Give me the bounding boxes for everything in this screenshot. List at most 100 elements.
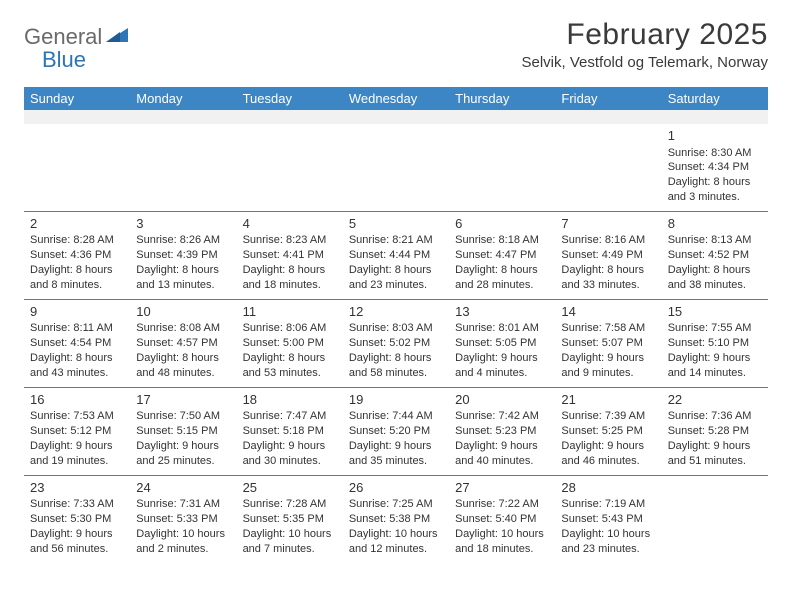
weekday-header: Saturday bbox=[662, 87, 768, 110]
day-number: 10 bbox=[136, 303, 230, 321]
calendar-day-cell: 26Sunrise: 7:25 AMSunset: 5:38 PMDayligh… bbox=[343, 475, 449, 562]
calendar-day-cell: 11Sunrise: 8:06 AMSunset: 5:00 PMDayligh… bbox=[237, 299, 343, 387]
blank-cell bbox=[662, 110, 768, 124]
sunset-text: Sunset: 5:38 PM bbox=[349, 512, 443, 527]
daylight-text: Daylight: 9 hours bbox=[561, 351, 655, 366]
sunset-text: Sunset: 5:25 PM bbox=[561, 424, 655, 439]
sunset-text: Sunset: 5:18 PM bbox=[243, 424, 337, 439]
sunrise-text: Sunrise: 7:36 AM bbox=[668, 409, 762, 424]
daylight-text: Daylight: 10 hours bbox=[561, 527, 655, 542]
daylight-text: and 18 minutes. bbox=[243, 278, 337, 293]
day-number: 22 bbox=[668, 391, 762, 409]
daylight-text: Daylight: 9 hours bbox=[668, 439, 762, 454]
daylight-text: Daylight: 10 hours bbox=[136, 527, 230, 542]
sunset-text: Sunset: 4:36 PM bbox=[30, 248, 124, 263]
day-number: 12 bbox=[349, 303, 443, 321]
sunrise-text: Sunrise: 7:28 AM bbox=[243, 497, 337, 512]
day-number: 18 bbox=[243, 391, 337, 409]
weekday-header: Monday bbox=[130, 87, 236, 110]
sunrise-text: Sunrise: 8:13 AM bbox=[668, 233, 762, 248]
weekday-header: Tuesday bbox=[237, 87, 343, 110]
blank-cell bbox=[237, 110, 343, 124]
day-number: 16 bbox=[30, 391, 124, 409]
calendar-table: SundayMondayTuesdayWednesdayThursdayFrid… bbox=[24, 87, 768, 563]
weekday-header: Sunday bbox=[24, 87, 130, 110]
calendar-week: 23Sunrise: 7:33 AMSunset: 5:30 PMDayligh… bbox=[24, 475, 768, 562]
sunset-text: Sunset: 4:39 PM bbox=[136, 248, 230, 263]
sunset-text: Sunset: 5:12 PM bbox=[30, 424, 124, 439]
calendar-day-cell: 8Sunrise: 8:13 AMSunset: 4:52 PMDaylight… bbox=[662, 211, 768, 299]
calendar-day-cell: 10Sunrise: 8:08 AMSunset: 4:57 PMDayligh… bbox=[130, 299, 236, 387]
daylight-text: and 58 minutes. bbox=[349, 366, 443, 381]
day-number: 14 bbox=[561, 303, 655, 321]
daylight-text: Daylight: 9 hours bbox=[30, 439, 124, 454]
daylight-text: and 46 minutes. bbox=[561, 454, 655, 469]
daylight-text: Daylight: 8 hours bbox=[668, 175, 762, 190]
sunrise-text: Sunrise: 8:26 AM bbox=[136, 233, 230, 248]
day-number: 28 bbox=[561, 479, 655, 497]
daylight-text: Daylight: 8 hours bbox=[243, 351, 337, 366]
day-number: 24 bbox=[136, 479, 230, 497]
calendar-day-cell: 4Sunrise: 8:23 AMSunset: 4:41 PMDaylight… bbox=[237, 211, 343, 299]
calendar-day-cell: 6Sunrise: 8:18 AMSunset: 4:47 PMDaylight… bbox=[449, 211, 555, 299]
location-subtitle: Selvik, Vestfold og Telemark, Norway bbox=[522, 54, 769, 71]
day-number: 3 bbox=[136, 215, 230, 233]
daylight-text: and 4 minutes. bbox=[455, 366, 549, 381]
daylight-text: and 7 minutes. bbox=[243, 542, 337, 557]
sunset-text: Sunset: 5:40 PM bbox=[455, 512, 549, 527]
sunrise-text: Sunrise: 7:25 AM bbox=[349, 497, 443, 512]
calendar-day-cell bbox=[343, 124, 449, 211]
sunset-text: Sunset: 5:33 PM bbox=[136, 512, 230, 527]
weekday-header: Thursday bbox=[449, 87, 555, 110]
daylight-text: and 9 minutes. bbox=[561, 366, 655, 381]
daylight-text: and 53 minutes. bbox=[243, 366, 337, 381]
daylight-text: Daylight: 9 hours bbox=[136, 439, 230, 454]
day-number: 9 bbox=[30, 303, 124, 321]
daylight-text: and 43 minutes. bbox=[30, 366, 124, 381]
calendar-day-cell: 20Sunrise: 7:42 AMSunset: 5:23 PMDayligh… bbox=[449, 387, 555, 475]
calendar-day-cell: 5Sunrise: 8:21 AMSunset: 4:44 PMDaylight… bbox=[343, 211, 449, 299]
calendar-page: General February 2025 Selvik, Vestfold o… bbox=[0, 0, 792, 575]
blank-row bbox=[24, 110, 768, 124]
sunset-text: Sunset: 5:20 PM bbox=[349, 424, 443, 439]
daylight-text: Daylight: 8 hours bbox=[349, 263, 443, 278]
daylight-text: and 12 minutes. bbox=[349, 542, 443, 557]
daylight-text: Daylight: 9 hours bbox=[561, 439, 655, 454]
day-number: 25 bbox=[243, 479, 337, 497]
sunrise-text: Sunrise: 8:01 AM bbox=[455, 321, 549, 336]
daylight-text: Daylight: 8 hours bbox=[455, 263, 549, 278]
daylight-text: and 38 minutes. bbox=[668, 278, 762, 293]
daylight-text: Daylight: 8 hours bbox=[30, 351, 124, 366]
daylight-text: and 23 minutes. bbox=[349, 278, 443, 293]
sunrise-text: Sunrise: 8:30 AM bbox=[668, 146, 762, 161]
daylight-text: and 23 minutes. bbox=[561, 542, 655, 557]
daylight-text: and 14 minutes. bbox=[668, 366, 762, 381]
sunrise-text: Sunrise: 7:47 AM bbox=[243, 409, 337, 424]
sunset-text: Sunset: 4:47 PM bbox=[455, 248, 549, 263]
daylight-text: Daylight: 8 hours bbox=[243, 263, 337, 278]
sunset-text: Sunset: 5:15 PM bbox=[136, 424, 230, 439]
calendar-header: SundayMondayTuesdayWednesdayThursdayFrid… bbox=[24, 87, 768, 110]
daylight-text: and 19 minutes. bbox=[30, 454, 124, 469]
day-number: 19 bbox=[349, 391, 443, 409]
blank-cell bbox=[130, 110, 236, 124]
calendar-day-cell: 1Sunrise: 8:30 AMSunset: 4:34 PMDaylight… bbox=[662, 124, 768, 211]
day-number: 1 bbox=[668, 127, 762, 145]
calendar-day-cell: 12Sunrise: 8:03 AMSunset: 5:02 PMDayligh… bbox=[343, 299, 449, 387]
calendar-day-cell bbox=[237, 124, 343, 211]
calendar-day-cell bbox=[662, 475, 768, 562]
brand-logo: General bbox=[24, 18, 132, 50]
sunrise-text: Sunrise: 8:28 AM bbox=[30, 233, 124, 248]
blank-cell bbox=[555, 110, 661, 124]
daylight-text: Daylight: 8 hours bbox=[349, 351, 443, 366]
daylight-text: Daylight: 9 hours bbox=[30, 527, 124, 542]
daylight-text: Daylight: 10 hours bbox=[349, 527, 443, 542]
sunrise-text: Sunrise: 7:58 AM bbox=[561, 321, 655, 336]
calendar-day-cell: 7Sunrise: 8:16 AMSunset: 4:49 PMDaylight… bbox=[555, 211, 661, 299]
weekday-header: Wednesday bbox=[343, 87, 449, 110]
sunrise-text: Sunrise: 7:44 AM bbox=[349, 409, 443, 424]
weekday-header: Friday bbox=[555, 87, 661, 110]
daylight-text: Daylight: 8 hours bbox=[30, 263, 124, 278]
sunset-text: Sunset: 4:44 PM bbox=[349, 248, 443, 263]
sunset-text: Sunset: 5:05 PM bbox=[455, 336, 549, 351]
